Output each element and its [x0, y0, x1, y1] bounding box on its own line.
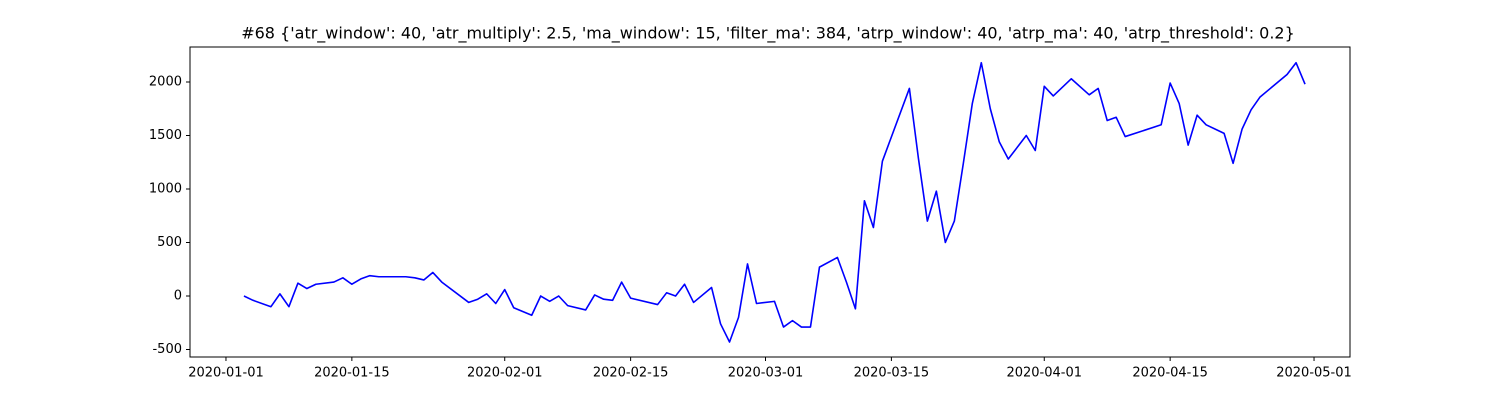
y-tick-label: 500	[157, 235, 182, 250]
x-tick-label: 2020-02-15	[593, 366, 669, 381]
x-tick-label: 2020-05-01	[1276, 366, 1352, 381]
x-tick-label: 2020-02-01	[467, 366, 543, 381]
x-tick-label: 2020-03-01	[728, 366, 804, 381]
plot-frame	[189, 46, 1351, 358]
x-tick-label: 2020-04-01	[1006, 366, 1082, 381]
y-tick-label: 1500	[149, 128, 182, 143]
line-series	[243, 61, 1306, 343]
x-tick-label: 2020-04-15	[1132, 366, 1208, 381]
y-tick-label: -500	[152, 342, 182, 357]
y-tick-label: 1000	[149, 181, 182, 196]
x-tick-label: 2020-01-15	[314, 366, 390, 381]
x-tick-label: 2020-03-15	[854, 366, 930, 381]
chart-title: #68 {'atr_window': 40, 'atr_multiply': 2…	[241, 24, 1295, 44]
y-tick-label: 0	[174, 289, 182, 304]
x-tick-label: 2020-01-01	[188, 366, 264, 381]
y-tick-label: 2000	[149, 74, 182, 89]
